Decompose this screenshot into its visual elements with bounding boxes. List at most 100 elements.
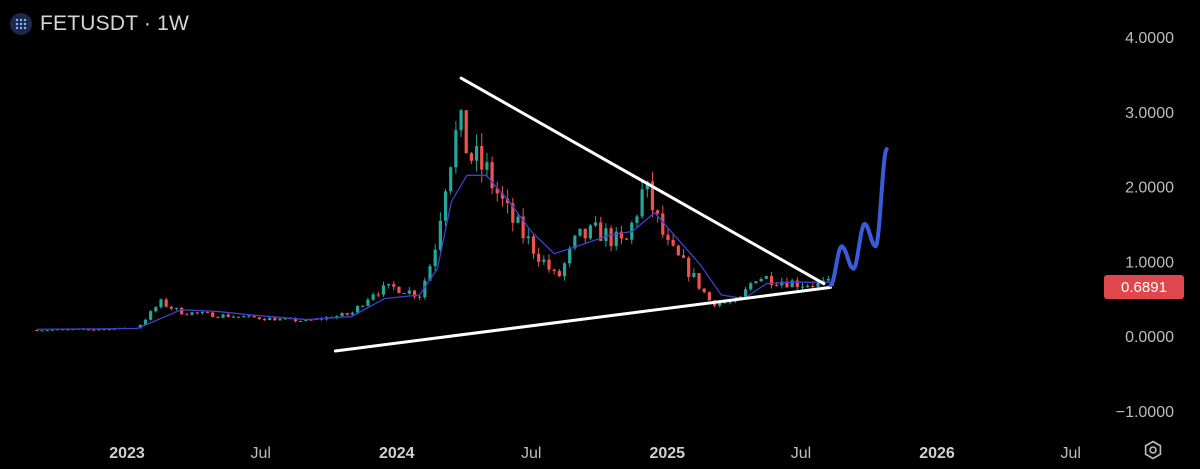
candle-body — [231, 316, 236, 318]
candle-body — [728, 301, 732, 303]
candle-body — [702, 288, 706, 293]
x-tick-label: Jul — [791, 445, 811, 462]
candle-body — [619, 231, 624, 239]
candle-body — [511, 203, 515, 223]
candle-body — [257, 317, 261, 320]
candle-body — [795, 280, 799, 287]
fetch-ai-logo-icon — [10, 13, 32, 35]
candle-body — [283, 318, 287, 320]
candle-body — [169, 306, 173, 309]
candle-body — [381, 285, 386, 295]
x-tick-label: 2026 — [919, 445, 955, 462]
candle-body — [635, 216, 639, 223]
candle-body — [428, 266, 432, 281]
candle-body — [666, 234, 670, 240]
candle-body — [816, 282, 820, 287]
candle-body — [443, 191, 448, 221]
candle-body — [35, 330, 39, 332]
candle-body — [350, 312, 355, 315]
moving-average-line — [36, 174, 835, 330]
y-tick-label: 4.0000 — [1125, 30, 1174, 47]
candle-body — [495, 188, 499, 194]
lower-trendline[interactable] — [333, 285, 833, 353]
candle-body — [811, 285, 815, 287]
candle-body — [676, 245, 680, 256]
candle-body — [624, 238, 629, 240]
candle-body — [371, 294, 375, 300]
candles-layer — [35, 108, 836, 332]
candle-body — [97, 329, 101, 331]
candle-body — [614, 231, 618, 247]
candle-body — [299, 321, 303, 323]
candle-body — [775, 285, 779, 287]
candle-body — [671, 239, 675, 246]
candle-body — [707, 292, 711, 301]
x-tick-label: Jul — [521, 445, 541, 462]
candle-body — [687, 257, 691, 277]
candle-body — [821, 280, 825, 283]
candle-body — [423, 280, 427, 298]
y-tick-label: 3.0000 — [1125, 105, 1174, 122]
candle-body — [593, 222, 598, 226]
candle-body — [578, 228, 582, 236]
candle-body — [247, 315, 251, 317]
candle-body — [433, 249, 437, 267]
candle-body — [656, 210, 660, 214]
y-tick-label: 2.0000 — [1125, 180, 1174, 197]
candle-body — [485, 162, 489, 170]
candle-body — [754, 281, 758, 284]
candle-body — [278, 318, 282, 321]
candle-body — [780, 281, 784, 286]
candle-body — [45, 330, 49, 332]
candle-body — [568, 248, 572, 264]
candle-body — [143, 319, 148, 325]
candle-body — [769, 276, 774, 286]
candle-body — [562, 263, 567, 277]
candle-body — [66, 329, 70, 331]
x-tick-label: 2024 — [379, 445, 415, 462]
upper-trendline[interactable] — [459, 76, 826, 286]
candle-body — [604, 228, 608, 241]
candle-body — [242, 316, 246, 318]
candle-body — [531, 236, 536, 254]
candle-body — [806, 285, 810, 287]
gear-icon[interactable] — [1143, 440, 1163, 460]
candle-body — [407, 290, 411, 294]
candle-body — [226, 314, 230, 318]
candle-body — [609, 228, 613, 247]
candle-body — [521, 216, 525, 239]
candle-body — [86, 329, 91, 331]
candle-body — [785, 281, 789, 288]
candle-body — [268, 317, 272, 321]
candle-body — [361, 305, 365, 307]
projection-drawing[interactable] — [828, 147, 889, 288]
candle-body — [205, 312, 210, 314]
candle-body — [490, 162, 494, 189]
candle-body — [164, 299, 168, 307]
candle-body — [697, 273, 701, 289]
symbol-name: FETUSDT — [40, 12, 138, 35]
candle-body — [764, 276, 768, 279]
candle-body — [262, 319, 267, 321]
candle-body — [185, 314, 189, 316]
candle-body — [216, 317, 220, 319]
interval-label: 1W — [157, 12, 190, 35]
candle-body — [50, 329, 54, 331]
candle-body — [542, 259, 546, 262]
candle-body — [102, 329, 106, 331]
candle-body — [149, 311, 153, 320]
candle-body — [366, 299, 370, 306]
symbol-label[interactable]: FETUSDT · 1W — [40, 12, 189, 36]
price-axis[interactable]: 4.0000 3.0000 2.0000 1.0000 0.0000 −1.0000 — [1116, 30, 1174, 421]
candle-body — [588, 225, 592, 239]
candle-body — [790, 280, 794, 288]
candle-body — [573, 235, 577, 249]
candle-body — [340, 313, 344, 317]
candle-body — [557, 270, 561, 277]
chart-header: FETUSDT · 1W — [10, 12, 189, 36]
candle-body — [640, 189, 644, 217]
time-axis[interactable]: 2023 Jul 2024 Jul 2025 Jul 2026 Jul — [109, 445, 1081, 462]
candle-body — [200, 312, 204, 314]
candle-body — [412, 290, 417, 297]
